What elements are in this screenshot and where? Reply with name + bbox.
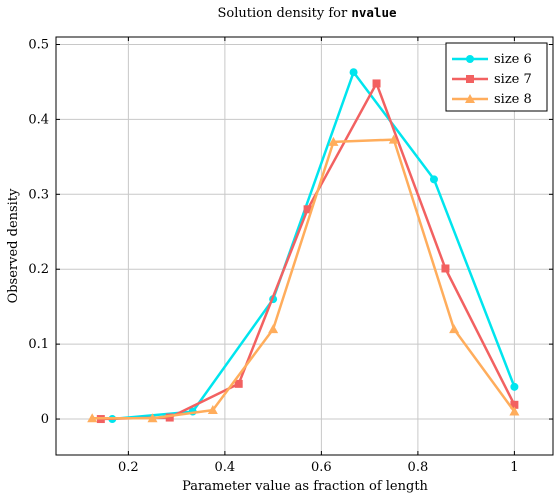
y-axis-title: Observed density <box>6 188 21 303</box>
y-tick-label-5: 0.5 <box>28 37 49 52</box>
axis-ticks: 0.2 0.4 0.6 0.8 1 0 0.1 0.2 0.3 0.4 0.5 <box>28 37 553 475</box>
plot-frame <box>55 36 554 456</box>
series-line-3 <box>92 138 516 420</box>
legend-label-1: size 6 <box>494 52 532 67</box>
data-point-3-3 <box>207 405 218 415</box>
x-tick-label-3: 0.8 <box>408 460 429 475</box>
data-point-2-2 <box>165 413 174 422</box>
series-1 <box>108 68 519 424</box>
data-point-3-2 <box>147 413 158 423</box>
data-point-3-1 <box>87 413 98 423</box>
chart-title-text: Solution density for <box>217 6 348 21</box>
series-line-1 <box>112 70 516 421</box>
data-point-3-6 <box>388 134 399 144</box>
data-point-3-5 <box>328 136 339 146</box>
legend-swatch-marker-2 <box>466 75 474 83</box>
data-point-2-3 <box>234 379 243 388</box>
data-point-3-7 <box>449 324 460 334</box>
data-point-1-6 <box>510 382 519 391</box>
data-point-3-4 <box>268 324 279 334</box>
chart-title: Solution density for nvalue <box>217 5 397 21</box>
x-axis-title: Parameter value as fraction of length <box>182 479 428 494</box>
series-group <box>87 68 520 424</box>
data-point-1-4 <box>349 68 358 77</box>
data-point-2-4 <box>303 205 312 214</box>
legend-item-3: size 8 <box>452 92 532 107</box>
data-point-2-6 <box>441 264 450 273</box>
x-tick-label-4: 1 <box>510 460 518 475</box>
data-point-1-5 <box>429 175 438 184</box>
series-3 <box>87 134 520 423</box>
data-point-3-8 <box>509 406 520 416</box>
legend-label-2: size 7 <box>494 72 532 87</box>
data-point-2-5 <box>372 79 381 88</box>
data-point-2-7 <box>510 400 519 409</box>
series-2 <box>96 79 519 424</box>
legend-item-1: size 6 <box>452 52 532 67</box>
series-line-2 <box>100 82 516 421</box>
legend-item-2: size 7 <box>452 72 532 87</box>
legend-label-3: size 8 <box>494 92 532 107</box>
legend-swatch-marker-1 <box>466 55 474 63</box>
y-tick-label-3: 0.3 <box>28 187 49 202</box>
y-tick-label-1: 0.1 <box>28 337 49 352</box>
x-tick-label-1: 0.4 <box>215 460 236 475</box>
y-tick-label-4: 0.4 <box>28 112 49 127</box>
x-tick-label-0: 0.2 <box>118 460 139 475</box>
chart-title-code: nvalue <box>351 5 397 20</box>
x-tick-label-2: 0.6 <box>311 460 332 475</box>
y-tick-label-0: 0 <box>41 412 49 427</box>
legend: size 6 size 7 size 8 <box>445 42 548 112</box>
y-tick-label-2: 0.2 <box>28 262 49 277</box>
legend-swatch-marker-3 <box>465 94 475 103</box>
